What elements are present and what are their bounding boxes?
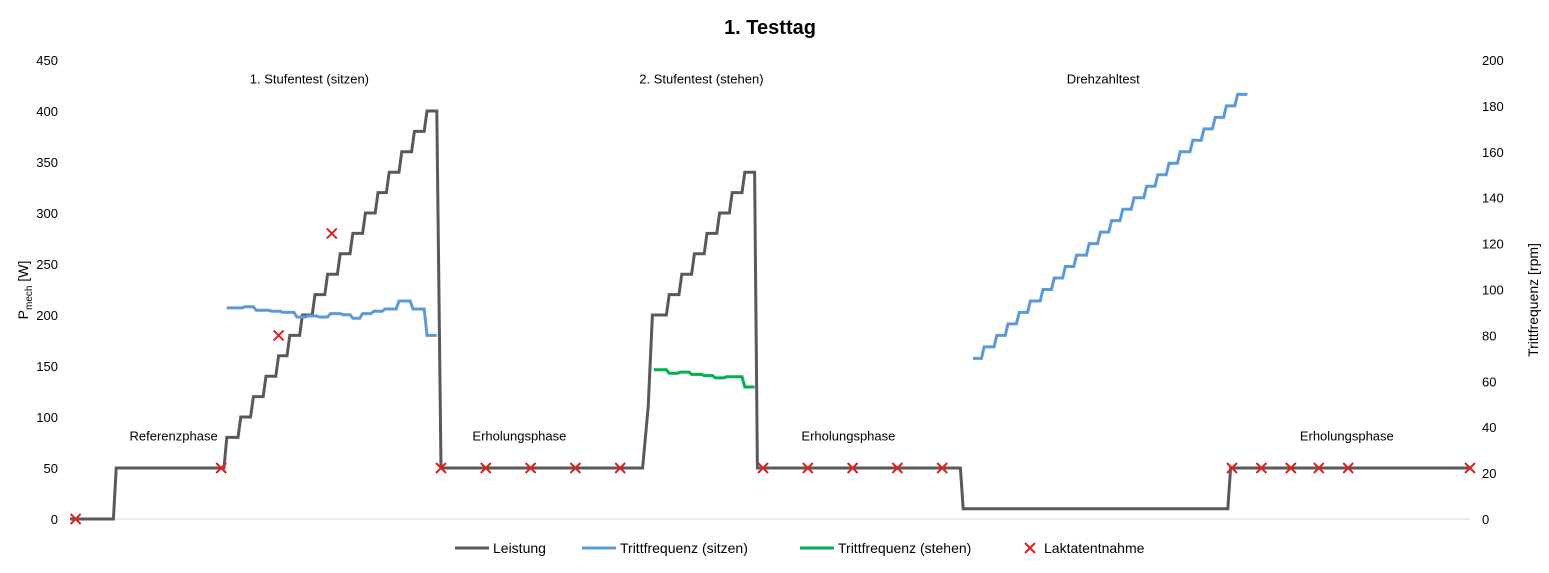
lactate-marker (757, 462, 769, 474)
chart-title: 1. Testtag (724, 17, 816, 39)
left-y-axis-label-sub: mech (24, 286, 35, 310)
lactate-marker (1226, 462, 1238, 474)
right-y-axis-label: Trittfrequenz [rpm] (1525, 243, 1541, 357)
lactate-marker (1342, 462, 1354, 474)
left-y-axis-label-unit: [W] (15, 261, 31, 286)
phase-annotation: Referenzphase (130, 428, 218, 443)
lactate-marker (1285, 462, 1297, 474)
lactate-marker (326, 227, 338, 240)
right-y-tick-label: 0 (1482, 512, 1489, 527)
lactate-marker (569, 462, 582, 474)
series-line-0 (70, 109, 1470, 521)
right-y-tick-label: 200 (1482, 53, 1504, 68)
right-y-tick-label: 40 (1482, 420, 1496, 435)
right-y-tick-label: 140 (1482, 191, 1504, 206)
legend-item: Trittfrequenz (sitzen) (582, 540, 748, 556)
series-layer (70, 92, 1470, 521)
lactate-marker (1464, 462, 1476, 474)
right-y-axis-ticks: 0 20 40 60 80 100 120 140 160 180 200 (1482, 53, 1504, 527)
legend-item: Trittfrequenz (stehen) (800, 540, 971, 556)
phase-annotation: 2. Stufentest (stehen) (639, 71, 763, 86)
left-y-tick-label: 0 (51, 512, 58, 527)
right-y-tick-label: 160 (1482, 145, 1504, 160)
lactate-marker (524, 462, 537, 474)
right-y-tick-label: 180 (1482, 99, 1504, 114)
left-y-axis-label-main: P (15, 310, 31, 319)
phase-annotations: 1. Stufentest (sitzen) 2. Stufentest (ste… (130, 71, 1394, 443)
right-y-tick-label: 80 (1482, 328, 1496, 343)
phase-annotation: 1. Stufentest (sitzen) (250, 71, 369, 86)
series-line-2 (653, 368, 755, 389)
right-y-axis-label-text: Trittfrequenz [rpm] (1525, 243, 1541, 357)
legend-label: Laktatentnahme (1044, 540, 1145, 556)
right-y-tick-label: 20 (1482, 466, 1496, 481)
series-line-3 (973, 92, 1248, 360)
left-y-tick-label: 400 (36, 104, 58, 119)
right-y-tick-label: 120 (1482, 237, 1504, 252)
legend-item: Laktatentnahme (1024, 540, 1145, 556)
lactate-marker (614, 462, 626, 474)
phase-annotation: Drehzahltest (1067, 71, 1140, 86)
lactate-marker (846, 462, 859, 474)
legend-label: Trittfrequenz (sitzen) (620, 540, 748, 556)
left-y-tick-label: 200 (36, 308, 58, 323)
legend-label: Trittfrequenz (stehen) (838, 540, 971, 556)
lactate-marker (272, 329, 285, 342)
series-line-1 (226, 299, 437, 337)
lactate-markers (69, 227, 1476, 525)
left-y-tick-label: 50 (44, 461, 58, 476)
lactate-marker (480, 462, 492, 474)
legend-swatch (1024, 542, 1036, 554)
lactate-marker (69, 513, 82, 525)
legend-label: Leistung (493, 540, 546, 556)
phase-annotation: Erholungsphase (1300, 428, 1394, 443)
left-y-tick-label: 250 (36, 257, 58, 272)
phase-annotation: Erholungsphase (801, 428, 895, 443)
phase-annotation: Erholungsphase (472, 428, 566, 443)
lactate-marker (802, 462, 814, 474)
left-y-tick-label: 150 (36, 359, 58, 374)
lactate-marker (215, 462, 227, 474)
lactate-marker (936, 462, 948, 474)
lactate-marker (1313, 462, 1325, 474)
right-y-tick-label: 60 (1482, 374, 1496, 389)
legend: Leistung Trittfrequenz (sitzen) Trittfrequ… (455, 540, 1145, 556)
lactate-marker (891, 462, 904, 474)
svg-text:Pmech [W]: Pmech [W] (15, 261, 35, 320)
left-y-tick-label: 450 (36, 53, 58, 68)
left-y-tick-label: 350 (36, 155, 58, 170)
left-y-tick-label: 300 (36, 206, 58, 221)
right-y-tick-label: 100 (1482, 283, 1504, 298)
left-y-axis-ticks: 0 50 100 150 200 250 300 350 400 450 (36, 53, 58, 527)
lactate-marker (435, 462, 447, 474)
legend-item: Leistung (455, 540, 546, 556)
left-y-tick-label: 100 (36, 410, 58, 425)
left-y-axis-label: Pmech [W] (15, 261, 35, 320)
lactate-marker (1255, 462, 1268, 474)
